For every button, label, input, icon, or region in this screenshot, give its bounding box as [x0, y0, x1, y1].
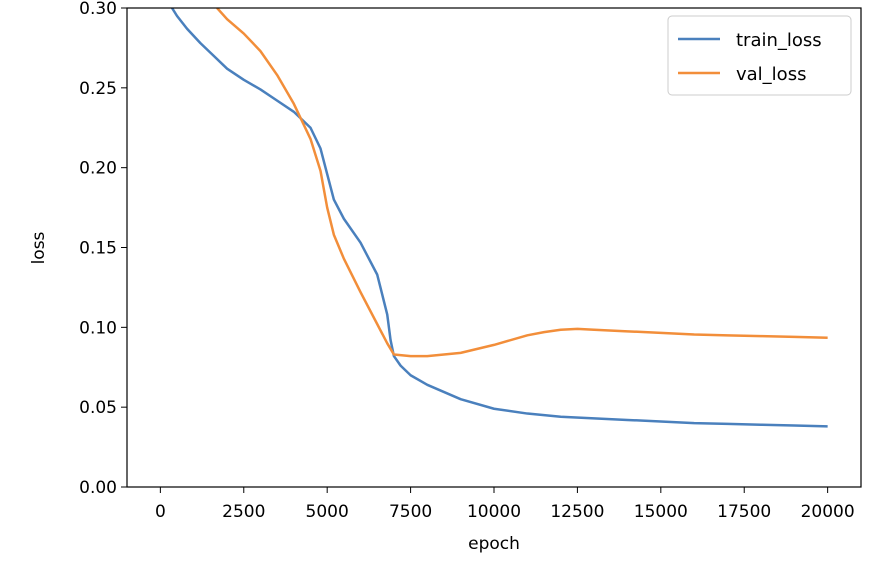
series-lines	[170, 8, 828, 428]
y-tick-label: 0.05	[79, 398, 117, 418]
y-tick-label: 0.10	[79, 318, 117, 338]
series-line-train-loss	[170, 8, 828, 428]
y-tick-label: 0.00	[79, 478, 117, 498]
legend-box	[667, 15, 852, 96]
x-tick-label: 0	[155, 502, 166, 522]
legend: train_loss val_loss	[667, 15, 852, 96]
y-tick-label: 0.15	[79, 239, 117, 259]
legend-label-train-loss: train_loss	[736, 30, 822, 51]
x-axis: 0 2500 5000 7500 10000 12500 15000 17500 20000	[155, 487, 855, 522]
y-axis: 0.00 0.05 0.10 0.15 0.20 0.25 0.30	[79, 0, 127, 498]
x-tick-label: 2500	[222, 502, 265, 522]
y-axis-label: loss	[29, 231, 49, 264]
x-tick-label: 7500	[389, 502, 432, 522]
y-tick-label: 0.25	[79, 79, 117, 99]
series-line-val-loss	[216, 8, 828, 358]
x-tick-label: 10000	[467, 502, 521, 522]
legend-label-val-loss: val_loss	[736, 64, 806, 85]
x-tick-label: 17500	[717, 502, 771, 522]
y-tick-label: 0.20	[79, 159, 117, 179]
x-tick-label: 12500	[550, 502, 604, 522]
x-axis-label: epoch	[468, 534, 520, 554]
x-tick-label: 20000	[801, 502, 855, 522]
x-tick-label: 5000	[306, 502, 349, 522]
y-tick-label: 0.30	[79, 0, 117, 19]
x-tick-label: 15000	[634, 502, 688, 522]
